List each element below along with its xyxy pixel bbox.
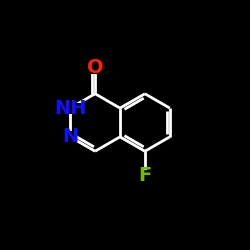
FancyBboxPatch shape — [64, 131, 76, 142]
FancyBboxPatch shape — [89, 62, 101, 74]
Text: N: N — [62, 128, 78, 146]
Text: F: F — [138, 166, 151, 185]
FancyBboxPatch shape — [139, 170, 151, 181]
FancyBboxPatch shape — [60, 102, 81, 114]
Text: O: O — [87, 58, 104, 78]
Text: NH: NH — [54, 98, 86, 118]
